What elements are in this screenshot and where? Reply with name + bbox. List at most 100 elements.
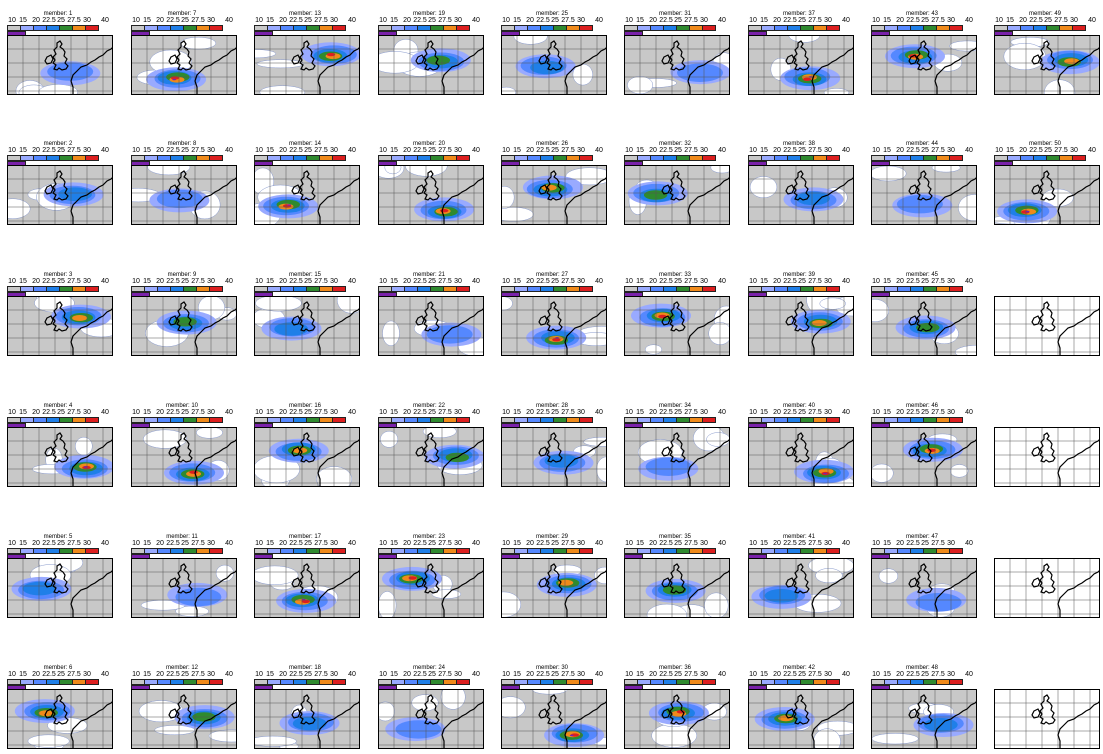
colorbar-tick-label: 30 [207,147,215,154]
panel-title: member: 49 [1028,11,1061,17]
panel-title: member: 16 [288,403,321,409]
colorbar-tick-label: 20 [896,540,904,547]
colorbar-tick-label: 22.5 [289,147,303,154]
colorbar-tick-label: 40 [348,671,356,678]
colorbar-tick-label: 27.5 [314,671,328,678]
forecast-map [7,427,113,487]
colorbar-segment [170,155,184,161]
colorbar-tick-label: 10 [625,540,633,547]
colorbar-segment [306,25,320,31]
panel-title: member: 33 [658,272,691,278]
map-frame [131,558,237,618]
colorbar-tick-label: 20 [279,409,287,416]
colorbar-tick-label: 20 [32,278,40,285]
colorbar-segment [306,679,320,685]
colorbar [378,679,478,691]
colorbar-tick-label: 10 [749,671,757,678]
colorbar-tick-label: 27.5 [931,147,945,154]
colorbar-tick-label: 40 [842,671,850,678]
forecast-map [871,165,977,225]
colorbar [871,25,971,37]
colorbar-tick-label: 27.5 [931,278,945,285]
panel-title: member: 31 [658,11,691,17]
panel-title: member: 28 [535,403,568,409]
colorbar-tick-label: 10 [749,540,757,547]
colorbar-segment [897,548,911,554]
member-panel: member: 44 10 15 20 22.5 25 27.5 30 40 [867,130,977,225]
coastline [415,301,484,356]
wind-contour [778,715,794,722]
member-panel: member: 17 10 15 20 22.5 25 27.5 30 40 [250,523,360,618]
panel-title: member: 47 [905,534,938,540]
colorbar-segment [456,679,470,685]
colorbar-segment [527,417,541,423]
colorbar-tick-label: 30 [454,540,462,547]
colorbar-tick-label: 22.5 [166,409,180,416]
wind-contour [172,78,177,81]
colorbar-segment [46,417,60,423]
colorbar-tick-label: 40 [101,17,109,24]
colorbar [254,679,354,691]
colorbar-segment [183,155,197,161]
colorbar-tick-label: 22.5 [536,671,550,678]
colorbar-tick-label: 22.5 [289,17,303,24]
colorbar-segment [787,286,801,292]
colorbar-tick-label: 20 [156,147,164,154]
wind-contour [1064,58,1080,65]
colorbar-tick-label: 27.5 [438,409,452,416]
colorbar [624,679,724,691]
colorbar-tick-label: 40 [101,147,109,154]
colorbar-tick-label: 22.5 [906,409,920,416]
panel-title: member: 39 [782,272,815,278]
member-panel: member: 10 10 15 20 22.5 25 27.5 30 40 [127,392,237,487]
colorbar-segment [897,679,911,685]
colorbar-tick-label: 40 [965,540,973,547]
colorbar-tick-label: 30 [207,278,215,285]
member-panel: member: 15 10 15 20 22.5 25 27.5 30 40 [250,261,360,356]
member-panel: member: 33 10 15 20 22.5 25 27.5 30 40 [620,261,730,356]
colorbar-tick-label: 15 [760,278,768,285]
wind-contour [552,338,561,342]
map-frame [7,35,113,95]
member-panel: member: 25 10 15 20 22.5 25 27.5 30 40 [497,0,607,95]
colorbar-segment [774,679,788,685]
panel-title: member: 22 [412,403,445,409]
member-panel: member: 7 10 15 20 22.5 25 27.5 30 40 [127,0,237,95]
colorbar-segment [170,286,184,292]
colorbar-tick-label: 22.5 [536,17,550,24]
colorbar-tick-label: 30 [577,409,585,416]
colorbar-tick-label: 22.5 [413,278,427,285]
colorbar-tick-label: 15 [760,540,768,547]
colorbar-tick-label: 40 [472,278,480,285]
colorbar-tick-label: 25 [428,409,436,416]
colorbar-segment [170,417,184,423]
colorbar-tick-label: 25 [921,671,929,678]
colorbar-tick-label: 10 [625,409,633,416]
coastline [538,563,607,618]
colorbar-segment [676,25,690,31]
colorbar-segment [702,155,716,161]
colorbar-tick-label: 22.5 [536,540,550,547]
colorbar-tick-label: 40 [842,278,850,285]
forecast-map [131,689,237,749]
colorbar-segment [540,679,554,685]
colorbar-segment [280,548,294,554]
colorbar-tick-label: 30 [700,147,708,154]
colorbar-tick-label: 22.5 [536,409,550,416]
colorbar-tick-label: 20 [896,147,904,154]
colorbar-tick-label: 20 [279,278,287,285]
member-panel: member: 36 10 15 20 22.5 25 27.5 30 40 [620,654,730,749]
colorbar-segment [293,417,307,423]
colorbar-tick-label: 10 [995,147,1003,154]
panel-title: member: 45 [905,272,938,278]
colorbar-tick-label: 15 [19,17,27,24]
colorbar-tick-label: 25 [181,671,189,678]
colorbar-tick-label: 30 [83,147,91,154]
colorbar-tick-label: 30 [454,17,462,24]
colorbar-ticks: 10 15 20 22.5 25 27.5 30 40 [250,409,360,417]
colorbar-tick-label: 40 [472,671,480,678]
colorbar-tick-label: 40 [101,278,109,285]
colorbar-tick-label: 20 [279,147,287,154]
colorbar-segment [72,25,86,31]
colorbar-tick-label: 20 [32,671,40,678]
